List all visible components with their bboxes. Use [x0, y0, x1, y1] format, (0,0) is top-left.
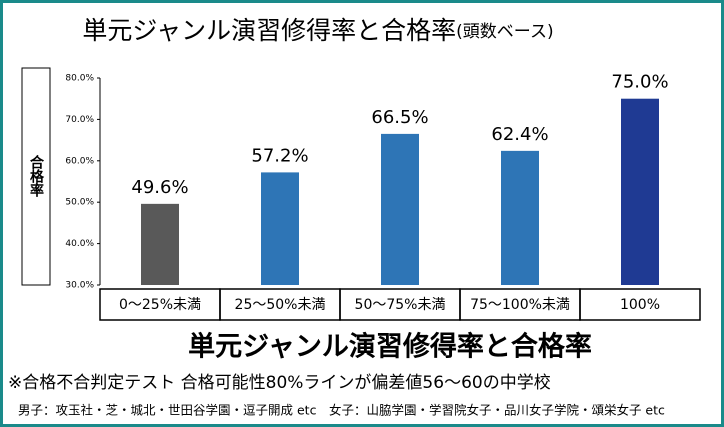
x-tick-label: 25～50%未満	[235, 297, 326, 313]
title: 単元ジャンル演習修得率と合格率	[82, 16, 456, 45]
y-label-box	[21, 67, 51, 286]
bar	[381, 133, 419, 285]
value-label: 75.0%	[611, 72, 668, 93]
x-tick-label: 0～25%未満	[119, 297, 201, 313]
value-label: 62.4%	[491, 124, 548, 145]
y-axis-label: 合格率	[28, 154, 44, 198]
y-tick-label: 60.0%	[65, 156, 94, 166]
bar	[501, 150, 539, 285]
y-tick-label: 50.0%	[65, 198, 94, 208]
y-tick-label: 30.0%	[65, 281, 94, 291]
value-label: 49.6%	[131, 177, 188, 198]
y-tick-label: 40.0%	[65, 239, 94, 249]
subtitle: (頭数ベース)	[456, 22, 553, 42]
x-tick-label: 100%	[620, 297, 660, 313]
y-tick-label: 80.0%	[65, 74, 94, 84]
y-tick-label: 70.0%	[65, 115, 94, 125]
value-label: 57.2%	[251, 145, 308, 166]
bar	[261, 172, 299, 285]
bar	[141, 203, 179, 285]
bar	[621, 98, 659, 285]
category-box	[579, 288, 701, 321]
x-axis-label: 単元ジャンル演習修得率と合格率	[188, 331, 592, 363]
note: 男子：攻玉社・芝・城北・世田谷学園・逗子開成 etc 女子：山脇学園・学習院女子…	[18, 403, 665, 418]
x-tick-label: 50～75%未満	[355, 297, 446, 313]
x-tick-label: 75～100%未満	[470, 297, 570, 313]
value-label: 66.5%	[371, 107, 428, 128]
chart-title: 単元ジャンル演習修得率と合格率(頭数ベース)	[82, 16, 553, 45]
note: ※合格不合判定テスト 合格可能性80%ラインが偏差値56～60の中学校	[8, 373, 551, 393]
